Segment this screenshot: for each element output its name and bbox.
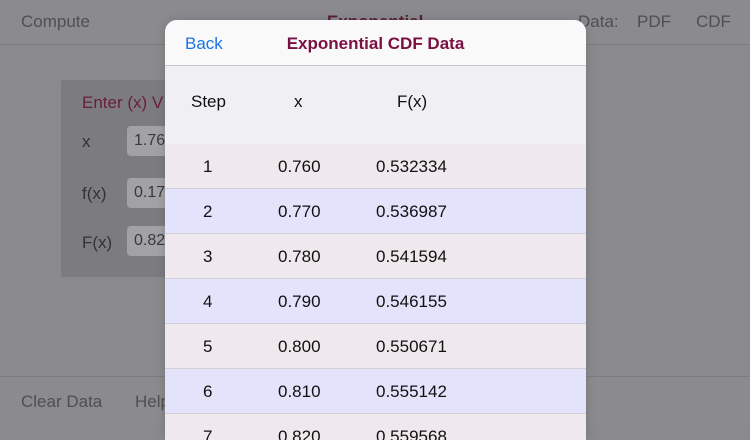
help-button[interactable]: Help bbox=[135, 392, 170, 411]
table-row[interactable]: 3 0.780 0.541594 bbox=[165, 234, 586, 279]
column-header-Fx: F(x) bbox=[397, 92, 428, 111]
step-cell: 7 bbox=[203, 427, 213, 440]
x-cell: 0.800 bbox=[278, 337, 321, 356]
step-cell: 4 bbox=[203, 292, 213, 311]
cdf-button[interactable]: CDF bbox=[696, 12, 731, 31]
x-cell: 0.810 bbox=[278, 382, 321, 401]
back-button[interactable]: Back bbox=[185, 34, 223, 53]
data-label: Data: bbox=[578, 12, 619, 31]
table-row[interactable]: 1 0.760 0.532334 bbox=[165, 144, 586, 189]
modal-nav-bar: Back Exponential CDF Data bbox=[165, 20, 586, 66]
x-cell: 0.780 bbox=[278, 247, 321, 266]
step-cell: 2 bbox=[203, 202, 213, 221]
x-label: x bbox=[82, 132, 91, 151]
pdf-button[interactable]: PDF bbox=[637, 12, 671, 31]
modal-title: Exponential CDF Data bbox=[286, 34, 465, 53]
Fx-cell: 0.555142 bbox=[376, 382, 447, 401]
column-header-x: x bbox=[294, 92, 303, 111]
Fx-cell: 0.532334 bbox=[376, 157, 447, 176]
table-row[interactable]: 5 0.800 0.550671 bbox=[165, 324, 586, 369]
input-card-heading: Enter (x) V bbox=[82, 93, 164, 112]
x-cell: 0.790 bbox=[278, 292, 321, 311]
step-cell: 3 bbox=[203, 247, 213, 266]
x-cell: 0.760 bbox=[278, 157, 321, 176]
step-cell: 6 bbox=[203, 382, 213, 401]
Fx-cell: 0.546155 bbox=[376, 292, 447, 311]
step-cell: 5 bbox=[203, 337, 213, 356]
cdf-data-modal: Back Exponential CDF Data Step x F(x) 1 … bbox=[165, 20, 586, 440]
step-cell: 1 bbox=[203, 157, 213, 176]
data-table: 1 0.760 0.532334 2 0.770 0.536987 3 0.78… bbox=[165, 144, 586, 440]
Fx-cell: 0.550671 bbox=[376, 337, 447, 356]
fx-label: f(x) bbox=[82, 184, 107, 203]
Fx-cell: 0.541594 bbox=[376, 247, 447, 266]
table-header: Step x F(x) bbox=[165, 66, 586, 144]
table-row[interactable]: 7 0.820 0.559568 bbox=[165, 414, 586, 440]
clear-data-button[interactable]: Clear Data bbox=[21, 392, 103, 411]
table-row[interactable]: 2 0.770 0.536987 bbox=[165, 189, 586, 234]
compute-button[interactable]: Compute bbox=[21, 12, 90, 31]
table-row[interactable]: 4 0.790 0.546155 bbox=[165, 279, 586, 324]
x-cell: 0.770 bbox=[278, 202, 321, 221]
Fx-cell: 0.536987 bbox=[376, 202, 447, 221]
x-cell: 0.820 bbox=[278, 427, 321, 440]
table-row[interactable]: 6 0.810 0.555142 bbox=[165, 369, 586, 414]
Fx-label: F(x) bbox=[82, 233, 113, 252]
column-header-step: Step bbox=[191, 92, 226, 111]
Fx-cell: 0.559568 bbox=[376, 427, 447, 440]
